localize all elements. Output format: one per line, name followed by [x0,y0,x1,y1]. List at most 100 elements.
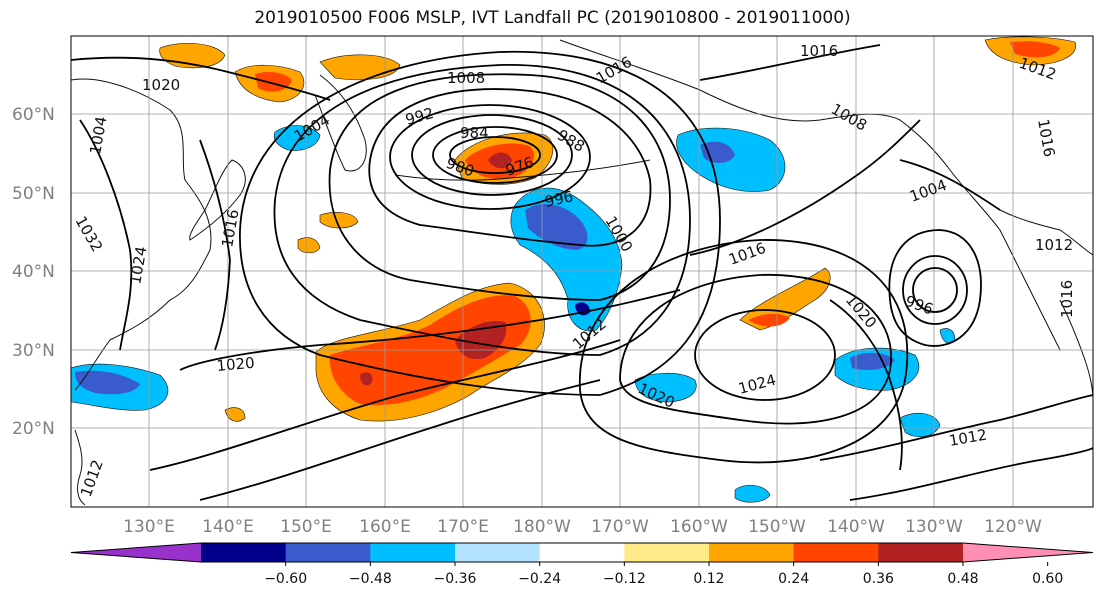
lon-label: 130°E [123,517,175,537]
map-frame [70,35,1094,508]
isobar [849,447,1093,501]
isobar [71,56,331,101]
isobar [619,274,892,425]
contour-label: 1016 [1058,280,1076,318]
isobar [179,289,681,371]
contour-label: 996 [543,187,575,211]
lon-label: 150°W [748,517,806,537]
map-title: 2019010500 F006 MSLP, IVT Landfall PC (2… [254,8,851,28]
isobar [368,88,652,247]
colorbar-tick-label: 0.12 [693,571,724,587]
negative-ivt-nw [273,125,321,151]
colorbar-tick-label: −0.48 [349,571,392,587]
colorbar: −0.60 −0.48 −0.36 −0.24 −0.12 0.12 0.24 0.36 0.4… [70,542,1094,587]
colorbar-segment [624,543,710,562]
isobar [689,119,921,256]
lon-label: 140°W [827,517,885,537]
colorbar-outline [70,542,1094,563]
lon-label: 150°E [280,517,332,537]
colorbar-segment [370,543,456,562]
colorbar-tick-label: 0.48 [947,571,978,587]
isobar [902,255,968,325]
asia-coastline [71,78,212,391]
mslp-isobars [71,44,1093,501]
isobar [819,394,1093,461]
isobar [694,309,836,401]
lon-label: 160°W [670,517,728,537]
lon-label: 170°W [591,517,649,537]
contour-label: 1016 [800,42,838,60]
coastlines [71,39,1093,506]
lon-label: 180°W [513,517,571,537]
negative-ivt-gulf-core [700,141,735,163]
contour-label: 984 [460,124,489,142]
isobar [149,339,621,471]
negative-ivt-spot [634,372,697,403]
philippines-coastline [74,429,86,506]
colorbar-tick-label: 0.60 [1032,571,1063,587]
isobar [912,267,958,313]
colorbar-segment [539,543,625,562]
positive-ivt-spot [224,407,246,422]
isobar [79,119,133,351]
positive-ivt-north-core [1010,41,1060,58]
negative-ivt-spot [899,412,941,438]
lat-label: 40°N [12,262,55,282]
na-coast-detail [999,209,1093,256]
isobar [199,379,601,501]
positive-ivt-spot [319,212,359,229]
positive-ivt-east-core [748,313,790,327]
colorbar-tick-label: −0.24 [518,571,561,587]
baja-coastline [1059,299,1093,401]
colorbar-tick-label: −0.36 [434,571,477,587]
isobar [899,159,1001,211]
isobar [411,114,573,196]
positive-ivt-low-max [488,152,512,169]
positive-ivt-spot [297,237,321,254]
colorbar-segment [709,543,795,562]
colorbar-segment [201,543,287,562]
na-west-coastline [949,169,1061,351]
kamchatka-coastline [314,74,367,172]
negative-ivt-spot [734,484,771,503]
colorbar-segment [455,543,541,562]
isobar [449,136,541,174]
colorbar-segment [878,543,964,562]
positive-ivt-max [360,372,373,386]
lon-label: 120°W [984,517,1042,537]
lon-label: 130°W [905,517,963,537]
colorbar-tick-label: 0.24 [778,571,809,587]
lat-label: 50°N [12,184,55,204]
isobar [699,44,881,81]
lon-axis: 130°E 140°E 150°E 160°E 170°E 180°W 170°… [123,517,1042,537]
colorbar-extend-min [71,543,201,562]
colorbar-tick-label: −0.60 [264,571,307,587]
lat-label: 30°N [12,341,55,361]
colorbar-tick-label: −0.12 [603,571,646,587]
colorbar-segment [793,543,879,562]
negative-ivt-west-core [75,370,140,395]
lat-label: 60°N [12,105,55,125]
contour-label: 1012 [1035,236,1073,254]
contour-label: 1020 [216,354,256,375]
aleutian-coastline [394,159,651,181]
contour-label: 1020 [142,76,180,94]
isobar [273,64,691,356]
isobar [328,73,671,301]
negative-ivt-core [525,203,588,250]
lat-label: 20°N [12,419,55,439]
lon-label: 170°E [437,517,489,537]
isobar [239,50,721,396]
lat-axis: 60°N 50°N 40°N 30°N 20°N [12,105,55,439]
isobar [579,239,909,464]
colorbar-extend-max [963,543,1093,562]
colorbar-segment [285,543,371,562]
alaska-coastline [559,39,951,171]
contour-label: 1008 [447,69,485,87]
isobar [829,299,903,471]
colorbar-tick-label: 0.36 [863,571,894,587]
isobar [199,139,231,351]
isobar [389,104,591,210]
isobar [888,229,982,347]
